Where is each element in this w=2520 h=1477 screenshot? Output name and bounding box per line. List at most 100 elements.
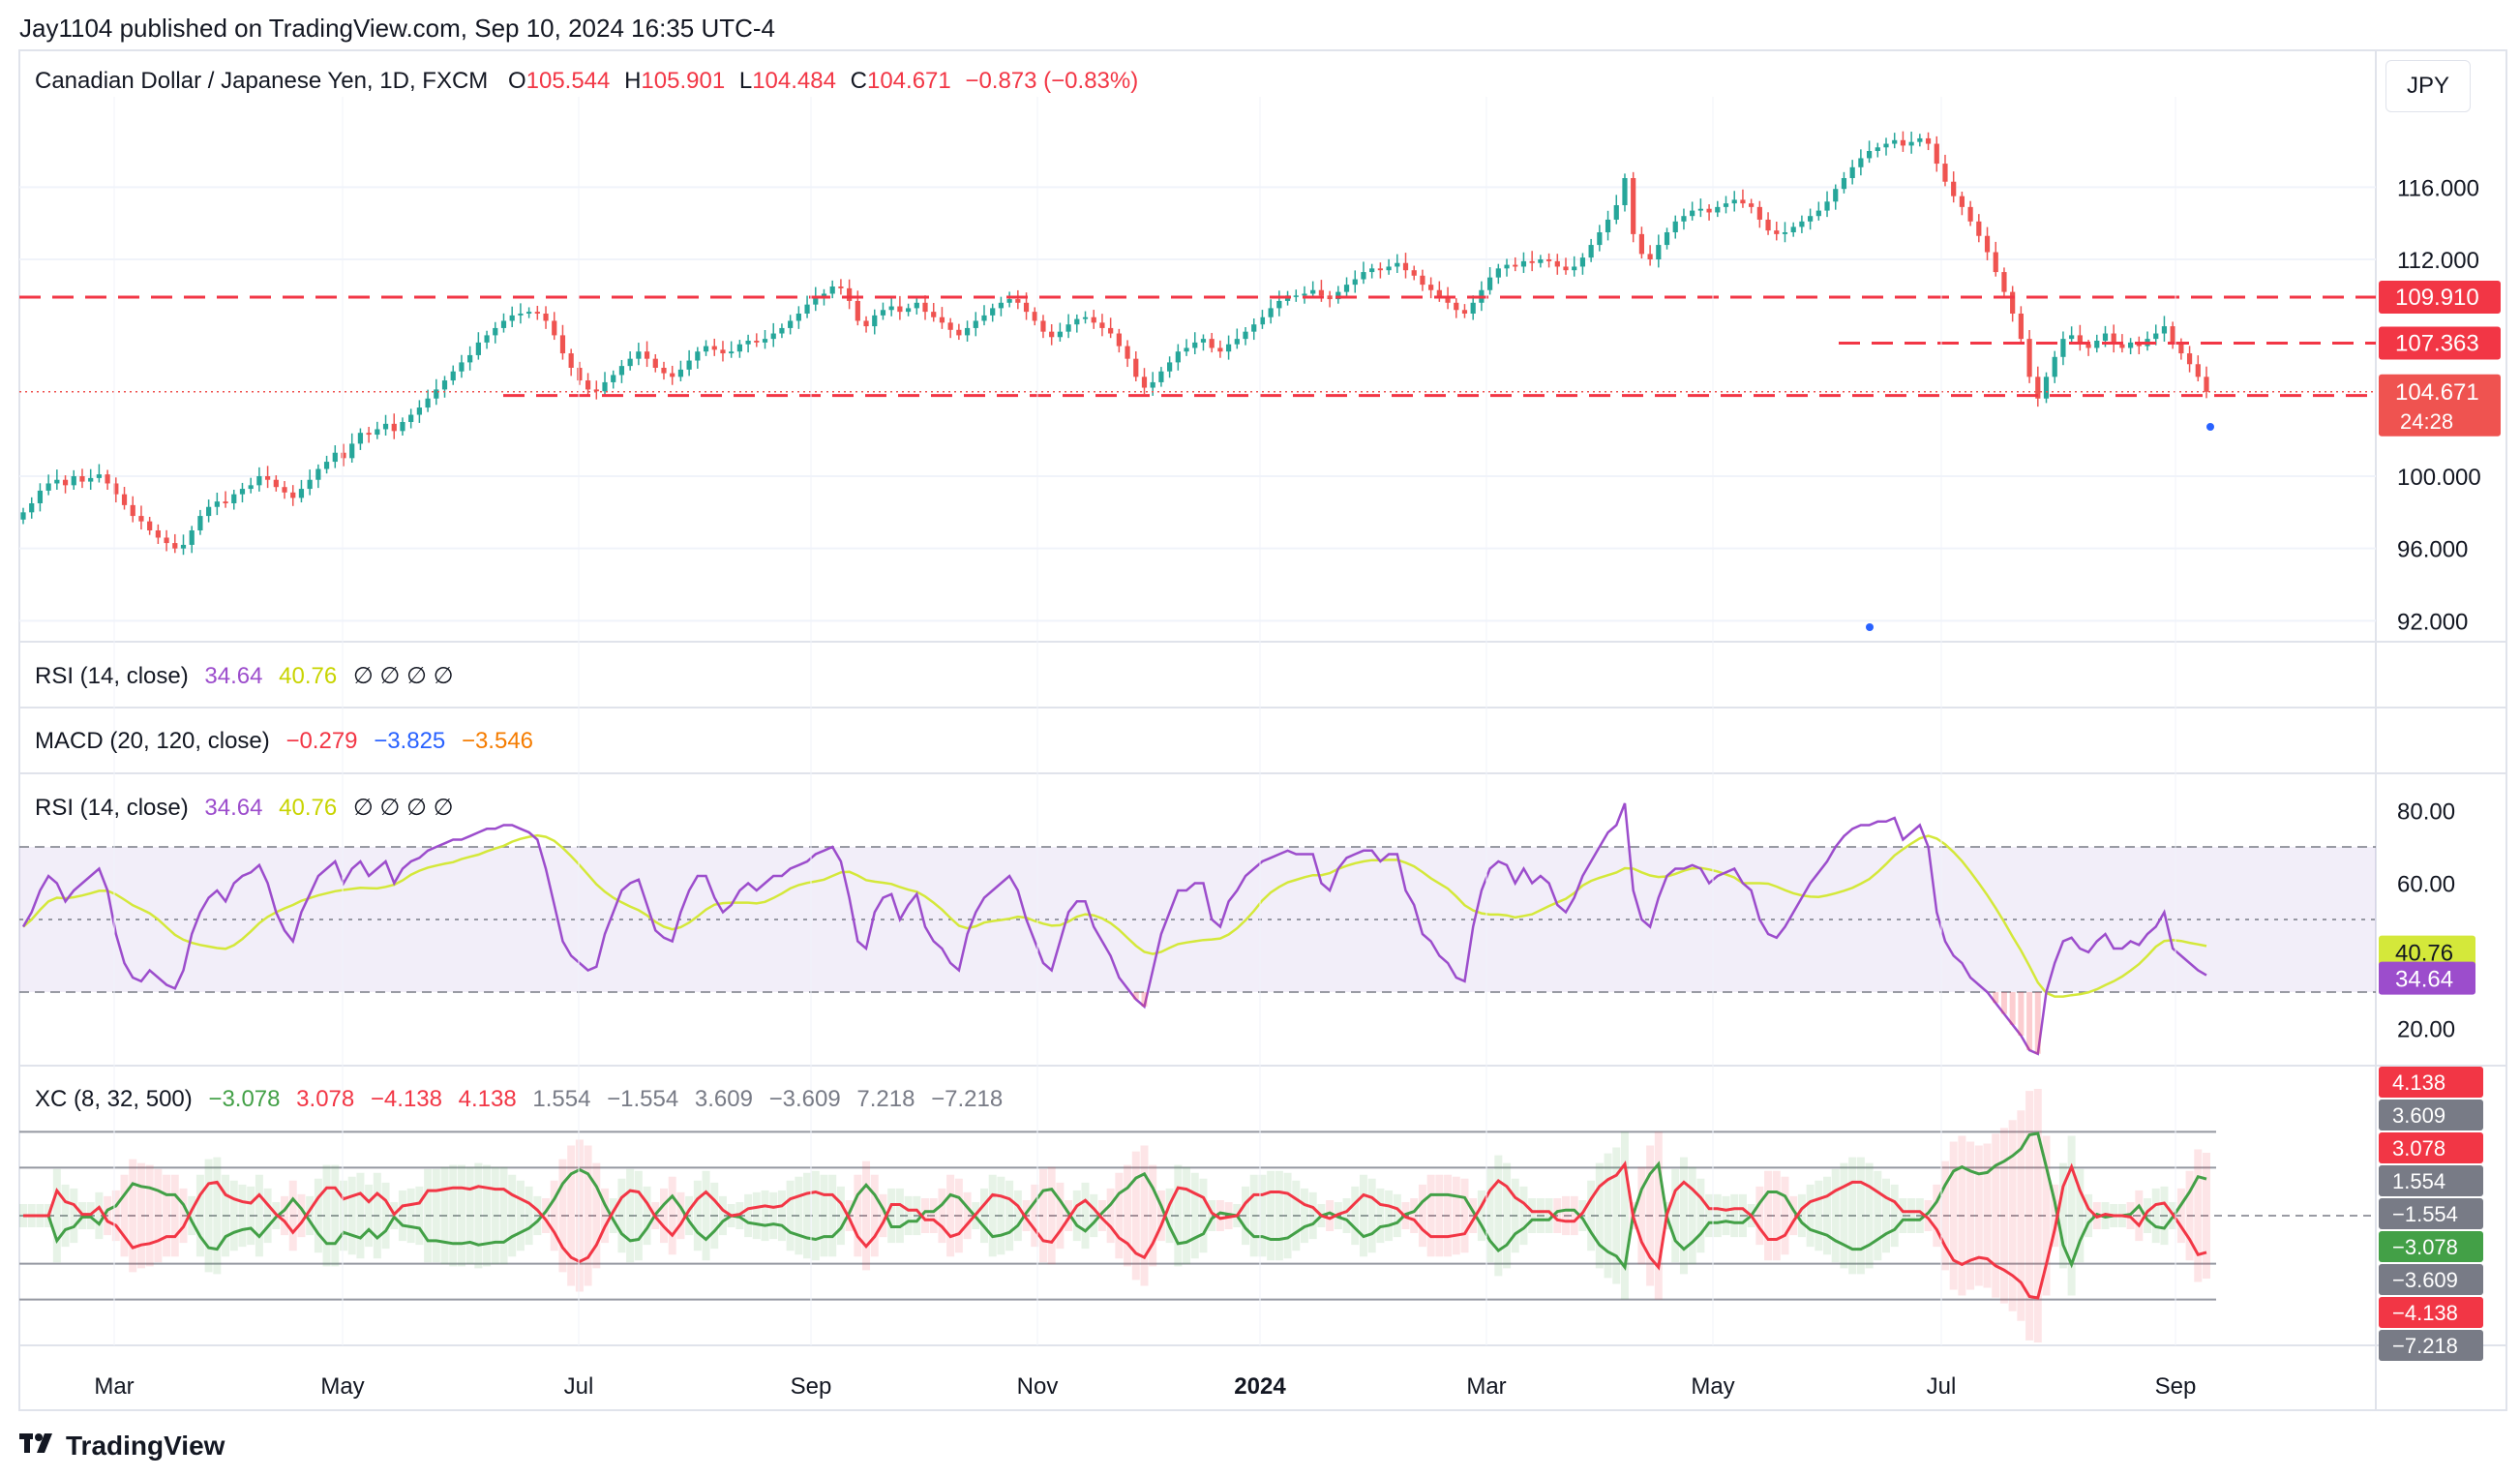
xc-axis-label: 1.554: [2392, 1169, 2445, 1193]
xc-axis-label-bg: [2379, 1264, 2483, 1295]
candle-body: [315, 468, 321, 480]
candle-body: [1984, 235, 1991, 253]
xc-value-9: 7.218: [856, 1086, 915, 1112]
candle-body: [1318, 289, 1325, 296]
candle-body: [1740, 199, 1746, 204]
candle-body: [197, 516, 203, 530]
candle-body: [1125, 346, 1130, 359]
candle-body: [1377, 268, 1383, 271]
candle-body: [1150, 381, 1155, 388]
candle-body: [1605, 219, 1611, 232]
candle-body: [88, 477, 94, 482]
candle-body: [1420, 275, 1425, 286]
time-tick-label: May: [320, 1373, 364, 1400]
candle-body: [1579, 257, 1586, 267]
candle-body: [1808, 216, 1814, 222]
candle-body: [1065, 324, 1071, 332]
candle-body: [172, 543, 178, 549]
rsi-empty-values: ∅ ∅ ∅ ∅: [352, 663, 454, 689]
candle-body: [1917, 137, 1923, 142]
time-tick-label: Mar: [1466, 1373, 1506, 1400]
candle-body: [788, 320, 794, 328]
candle-body: [332, 452, 338, 463]
candle-body: [897, 306, 903, 313]
macd-value-1: −0.279: [285, 728, 358, 754]
rsi-legend-pane[interactable]: RSI (14, close) 34.64 40.76 ∅ ∅ ∅ ∅: [35, 794, 464, 822]
candle-body: [467, 354, 473, 363]
candle-body: [1588, 245, 1594, 258]
macd-legend[interactable]: MACD (20, 120, close) −0.279 −3.825 −3.5…: [35, 728, 543, 755]
candle-body: [1951, 181, 1957, 196]
candle-body: [509, 315, 515, 321]
candle-body: [54, 479, 60, 484]
xc-legend[interactable]: XC (8, 32, 500) −3.078 3.078 −4.138 4.13…: [35, 1086, 1012, 1113]
candle-body: [729, 351, 735, 354]
candle-body: [1942, 164, 1948, 182]
candle-body: [998, 302, 1005, 309]
xc-axis-label: −4.138: [2392, 1301, 2458, 1325]
candle-body: [711, 346, 717, 350]
candle-body: [366, 433, 372, 436]
candle-body: [1141, 377, 1148, 388]
candle-body: [1395, 262, 1400, 267]
candle-body: [29, 503, 35, 513]
candle-body: [1234, 339, 1240, 345]
time-tick-label: Mar: [94, 1373, 134, 1400]
chart-frame: [18, 49, 2507, 1411]
candle-body: [1690, 210, 1695, 217]
candle-body: [341, 452, 346, 459]
xc-value-8: −3.609: [768, 1086, 841, 1112]
candle-body: [273, 479, 279, 488]
candle-body: [1572, 266, 1577, 271]
candle-body: [1158, 371, 1164, 382]
xc-axis-label: −7.218: [2392, 1334, 2458, 1358]
candle-body: [239, 489, 246, 495]
candle-body: [382, 423, 389, 430]
rsi-legend-top[interactable]: RSI (14, close) 34.64 40.76 ∅ ∅ ∅ ∅: [35, 662, 464, 690]
xc-axis-label-bg: [2379, 1198, 2483, 1229]
candle-body: [795, 314, 801, 321]
xc-axis-label: −1.554: [2392, 1202, 2458, 1226]
xc-value-5: 1.554: [532, 1086, 591, 1112]
candle-body: [1765, 219, 1771, 231]
rsi-last-label: 34.64: [2395, 967, 2453, 993]
candle-body: [543, 314, 549, 321]
xc-axis-label-bg: [2379, 1132, 2483, 1163]
candle-body: [872, 315, 878, 327]
candle-body: [1116, 333, 1122, 347]
currency-selector[interactable]: JPY: [2385, 60, 2471, 112]
xc-value-2: 3.078: [296, 1086, 355, 1112]
candle-body: [45, 483, 51, 491]
candle-body: [1470, 302, 1476, 314]
candle-body: [627, 358, 633, 367]
candle-body: [2094, 341, 2100, 348]
candle-body: [1006, 299, 1012, 303]
price-tick-label: 112.000: [2397, 248, 2479, 274]
candle-body: [1487, 277, 1493, 290]
candle-body: [1310, 289, 1316, 294]
rsi-ma-line: [22, 833, 2207, 998]
symbol-name[interactable]: Canadian Dollar / Japanese Yen, 1D, FXCM: [35, 68, 489, 94]
candle-body: [37, 490, 44, 503]
rsi-value: 34.64: [204, 663, 263, 689]
tradingview-logo-icon: [19, 1431, 58, 1462]
price-tick-label: 92.000: [2397, 609, 2468, 635]
candle-body: [1167, 362, 1173, 372]
candle-body: [493, 327, 498, 336]
candle-body: [905, 308, 912, 313]
candle-body: [1799, 221, 1805, 227]
ohlc-open: O105.544: [507, 68, 611, 94]
candle-body: [164, 537, 169, 544]
candle-body: [1858, 158, 1864, 167]
candle-body: [206, 506, 212, 517]
candle-body: [1664, 232, 1670, 246]
candle-body: [2186, 353, 2193, 365]
last-price-label-bg: [2379, 374, 2501, 437]
candle-body: [947, 322, 953, 330]
candle-body: [2128, 342, 2134, 348]
horizontal-level-label-bg: [2379, 326, 2501, 360]
time-tick-label: Sep: [2155, 1373, 2197, 1400]
candle-body: [1774, 230, 1780, 234]
xc-axis-label-bg: [2379, 1297, 2483, 1328]
candle-body: [1613, 205, 1619, 220]
